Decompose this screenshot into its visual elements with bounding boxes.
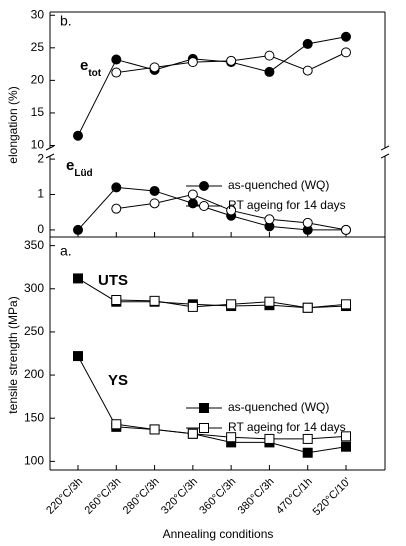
axis-break	[380, 153, 390, 159]
point	[341, 47, 351, 58]
annotation-symbol: e	[80, 57, 88, 74]
point	[111, 54, 122, 65]
y-tick-label: 350	[24, 238, 44, 252]
point	[187, 189, 198, 200]
point	[73, 224, 83, 235]
point	[111, 294, 122, 305]
series-line	[77, 186, 346, 231]
x-tick-label: 220°C/3h	[44, 476, 85, 517]
point	[264, 296, 275, 307]
annotation-subscript: Lüd	[74, 168, 92, 179]
point	[199, 201, 209, 211]
legend-label: RT ageing for 14 days	[228, 198, 346, 212]
axis-break	[45, 145, 55, 151]
point	[341, 431, 351, 442]
y-tick-label: 0	[37, 222, 44, 236]
point	[341, 441, 351, 452]
point	[111, 182, 122, 193]
point	[341, 31, 351, 42]
point	[73, 130, 83, 141]
point	[302, 433, 313, 444]
y-tick-label: 20	[31, 73, 45, 87]
point	[187, 428, 198, 439]
point	[302, 65, 313, 76]
y-tick-label: 2	[37, 151, 44, 165]
x-tick-label: 260°C/3h	[82, 476, 123, 517]
annotation: YS	[108, 372, 128, 389]
panel-label: a.	[60, 243, 72, 259]
point	[199, 403, 209, 413]
legend-label: as-quenched (WQ)	[228, 178, 329, 192]
y-tick-label: 30	[31, 7, 45, 21]
y-tick-label: 25	[31, 40, 45, 54]
point	[302, 217, 313, 228]
x-tick-label: 470°C/1h	[274, 476, 315, 517]
point	[149, 62, 160, 73]
point	[302, 302, 313, 313]
series-line	[77, 355, 347, 454]
legend-label: as-quenched (WQ)	[228, 400, 329, 414]
point	[187, 57, 198, 68]
annotation: UTS	[98, 272, 128, 289]
point	[226, 299, 237, 310]
y-tick-label: 300	[24, 281, 44, 295]
point	[149, 198, 160, 209]
point	[111, 67, 122, 78]
point	[264, 50, 275, 61]
point	[302, 38, 313, 49]
y-tick-label: 200	[24, 367, 44, 381]
y-axis-label: tensile strength (MPa)	[6, 296, 20, 413]
axis-break	[380, 145, 390, 151]
x-tick-label: 520°C/10'	[311, 476, 353, 518]
y-tick-label: 250	[24, 324, 44, 338]
annotation: etot	[80, 57, 102, 79]
point	[302, 447, 313, 458]
point	[226, 205, 237, 216]
point	[111, 419, 122, 430]
point	[149, 424, 160, 435]
point	[341, 224, 351, 235]
point	[187, 301, 198, 312]
point	[264, 214, 275, 225]
y-tick-label: 10	[31, 138, 45, 152]
x-tick-label: 280°C/3h	[121, 476, 162, 517]
y-tick-label: 1	[37, 187, 44, 201]
point	[111, 203, 122, 214]
point	[226, 55, 237, 66]
panel-label: b.	[60, 13, 72, 29]
x-tick-label: 320°C/3h	[159, 476, 200, 517]
annotation: eLüd	[66, 157, 93, 179]
axis-break	[45, 153, 55, 159]
legend-label: RT ageing for 14 days	[228, 420, 346, 434]
point	[341, 299, 351, 310]
point	[73, 351, 83, 362]
point	[264, 66, 275, 77]
annotation-symbol: e	[66, 157, 74, 174]
point	[73, 273, 83, 284]
y-tick-label: 150	[24, 410, 44, 424]
x-tick-label: 380°C/3h	[236, 476, 277, 517]
annotation-subscript: tot	[88, 68, 101, 79]
point	[199, 423, 209, 433]
point	[199, 181, 209, 191]
point	[264, 433, 275, 444]
series-line	[77, 36, 347, 136]
y-tick-label: 100	[24, 454, 44, 468]
point	[187, 198, 198, 209]
y-axis-label: elongation (%)	[6, 86, 20, 163]
point	[149, 185, 160, 196]
x-tick-label: 360°C/3h	[197, 476, 238, 517]
x-axis-label: Annealing conditions	[163, 527, 274, 541]
point	[149, 295, 160, 306]
point	[226, 432, 237, 443]
y-tick-label: 15	[31, 105, 45, 119]
